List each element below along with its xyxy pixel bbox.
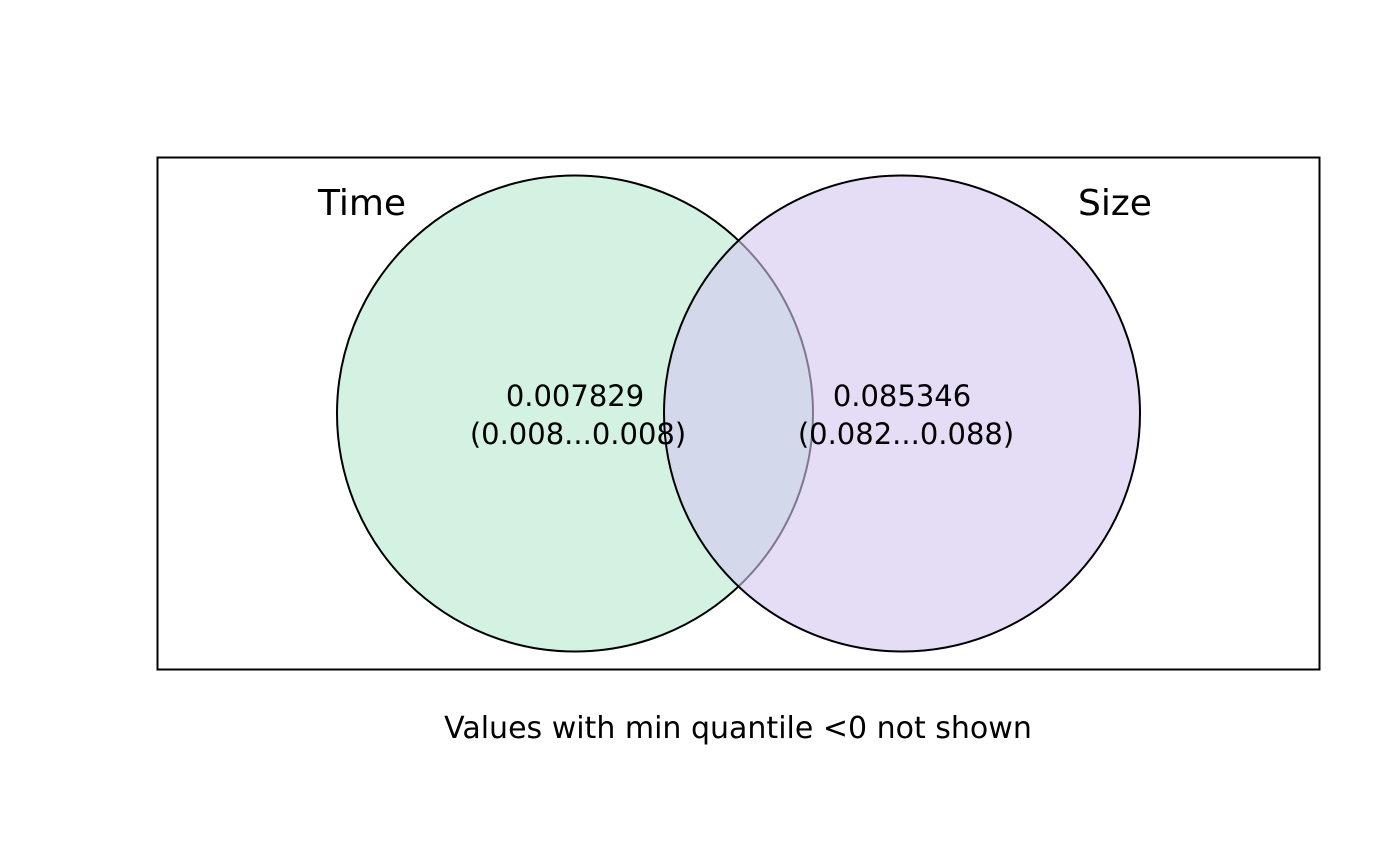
set-circle-size	[663, 174, 1141, 653]
region-value-time: 0.007829	[506, 379, 644, 413]
region-interval-time: (0.008...0.008)	[470, 417, 686, 451]
diagram-caption: Values with min quantile <0 not shown	[444, 711, 1032, 746]
set-label-time: Time	[317, 183, 406, 224]
set-label-size: Size	[1078, 183, 1152, 224]
venn-frame	[156, 156, 1321, 671]
region-value-size: 0.085346	[833, 379, 971, 413]
region-interval-size: (0.082...0.088)	[798, 417, 1014, 451]
